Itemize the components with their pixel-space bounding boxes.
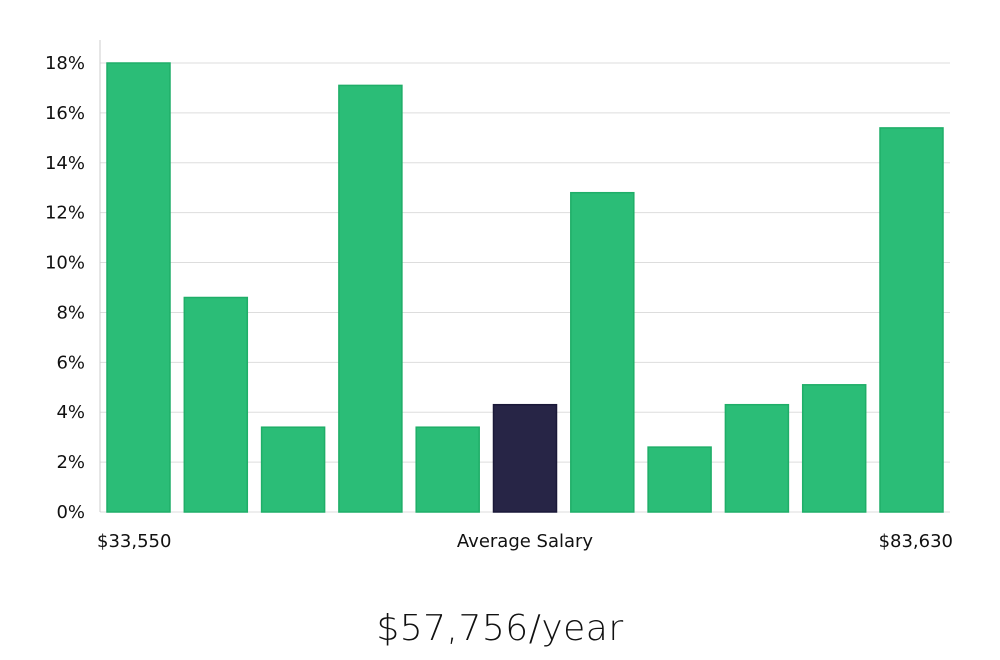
bars xyxy=(106,62,944,513)
y-tick-label: 12% xyxy=(45,203,85,224)
bar xyxy=(415,426,480,513)
y-tick-label: 10% xyxy=(45,253,85,274)
x-max-label: $83,630 xyxy=(879,531,953,552)
bar xyxy=(801,384,867,513)
y-axis-ticks: 0% 2% 4% 6% 8% 10% 12% 14% 16% 18% xyxy=(45,53,85,523)
y-tick-label: 18% xyxy=(45,53,85,74)
bar xyxy=(879,127,944,513)
bar xyxy=(183,296,249,513)
y-tick-label: 16% xyxy=(45,103,85,124)
bar xyxy=(338,84,403,513)
bar-average-salary xyxy=(492,403,558,513)
x-min-label: $33,550 xyxy=(97,531,171,552)
bar xyxy=(724,403,790,513)
y-tick-label: 8% xyxy=(56,302,85,323)
bar xyxy=(106,62,171,513)
bar xyxy=(570,191,635,513)
x-center-label: Average Salary xyxy=(457,531,594,552)
bar xyxy=(647,446,712,513)
salary-histogram: 0% 2% 4% 6% 8% 10% 12% 14% 16% 18% $33,550 Averag… xyxy=(45,40,953,552)
y-tick-label: 2% xyxy=(56,452,85,473)
y-tick-label: 14% xyxy=(45,153,85,174)
y-tick-label: 6% xyxy=(56,352,85,373)
average-salary-value: $57,756/year xyxy=(376,608,624,649)
y-tick-label: 0% xyxy=(56,502,85,523)
bar xyxy=(260,426,326,513)
y-tick-label: 4% xyxy=(56,402,85,423)
